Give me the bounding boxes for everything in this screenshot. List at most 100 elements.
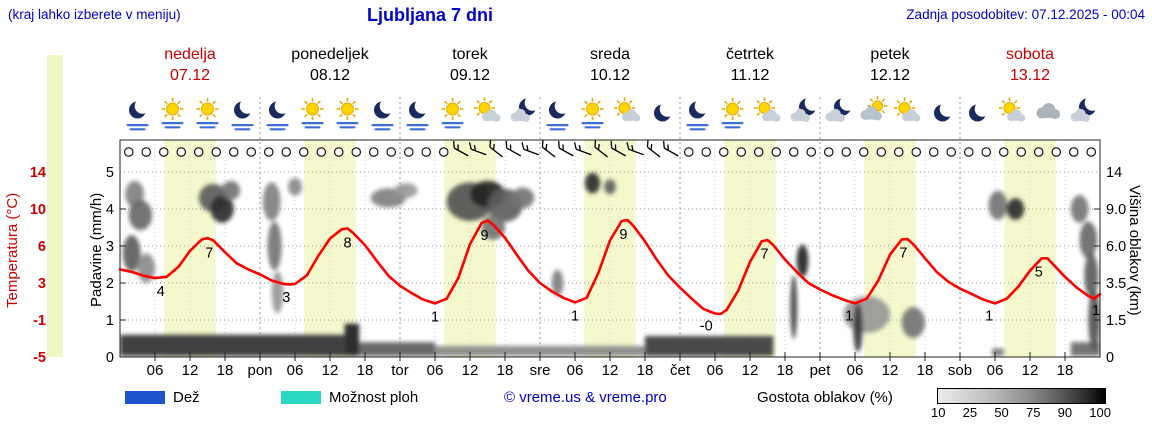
day-date: 08.12 bbox=[309, 67, 351, 84]
temp-value-label: 1 bbox=[571, 308, 579, 324]
temp-tick: 14 bbox=[30, 165, 46, 181]
wind-calm-circle bbox=[351, 147, 361, 157]
weather-icon-cloud-sun bbox=[860, 96, 888, 121]
copyright-link[interactable]: © vreme.us & vreme.pro bbox=[504, 389, 667, 406]
wind-calm-circle bbox=[963, 147, 974, 157]
cloud-blob bbox=[1006, 198, 1025, 220]
menu-hint: (kraj lahko izberete v meniju) bbox=[8, 7, 181, 22]
cloud-tick: 14 bbox=[1106, 165, 1122, 181]
precip-tick: 4 bbox=[106, 202, 114, 218]
cloud-blob bbox=[221, 180, 241, 201]
clouds-layer bbox=[122, 172, 1100, 353]
temp-tick: -1 bbox=[33, 313, 46, 329]
day-abbr-tick: sre bbox=[530, 362, 551, 379]
wind-barb bbox=[468, 142, 487, 156]
wind-barb bbox=[558, 140, 574, 157]
hour-tick: 06 bbox=[427, 362, 444, 379]
wind-calm-circle bbox=[788, 147, 799, 157]
weather-icon-moon-fog bbox=[266, 98, 291, 131]
temp-value-label: 7 bbox=[761, 246, 769, 262]
hour-tick: 12 bbox=[322, 362, 339, 379]
cloud-density-gradient bbox=[937, 388, 1106, 404]
hour-tick: 18 bbox=[777, 362, 794, 379]
precip-tick: 2 bbox=[106, 276, 114, 292]
wind-calm-circle bbox=[946, 147, 956, 157]
density-tick: 50 bbox=[994, 405, 1009, 420]
precip-axis-ticks: 5 4 3 2 1 0 bbox=[106, 165, 114, 366]
wind-calm-circle bbox=[1051, 147, 1062, 157]
cloud-axis-ticks: 14 9.0 6.0 3.5 1.5 0 bbox=[1106, 165, 1126, 366]
precip-tick: 0 bbox=[106, 350, 114, 366]
wind-barb bbox=[573, 142, 592, 156]
temp-value-label: 9 bbox=[619, 227, 627, 243]
page-title: Ljubljana 7 dni bbox=[366, 5, 493, 25]
wind-calm-circle bbox=[753, 147, 764, 157]
day-name: četrtek bbox=[725, 46, 774, 63]
hour-tick: 06 bbox=[847, 362, 864, 379]
temperature-curve bbox=[118, 218, 1102, 316]
weather-icon-moon-fog bbox=[686, 98, 711, 131]
weather-icons-row bbox=[126, 95, 1101, 131]
temp-value-label: 1 bbox=[985, 308, 993, 324]
cloud-density-ticks: 10 25 50 75 90 100 bbox=[931, 405, 1111, 420]
wind-symbols-row bbox=[124, 139, 1097, 158]
wind-barb bbox=[626, 142, 644, 156]
weather-icon-sun-fog bbox=[196, 98, 219, 129]
day-abbr-tick: sob bbox=[948, 362, 972, 379]
precip-tick: 5 bbox=[106, 165, 114, 181]
cloud-blob bbox=[288, 177, 302, 196]
cloud-blob bbox=[901, 307, 925, 338]
wind-calm-circle bbox=[683, 147, 694, 157]
temp-value-label: -0 bbox=[700, 319, 713, 335]
density-tick: 10 bbox=[931, 405, 946, 420]
day-name: nedelja bbox=[164, 46, 216, 63]
temp-tick: 10 bbox=[30, 202, 46, 218]
hour-tick: 18 bbox=[917, 362, 934, 379]
wind-barb bbox=[541, 139, 556, 158]
wind-calm-circle bbox=[981, 147, 991, 157]
wind-calm-circle bbox=[246, 147, 257, 157]
hour-tick: 18 bbox=[497, 362, 514, 379]
density-tick: 75 bbox=[1025, 405, 1041, 420]
day-header: ponedeljek 08.12 bbox=[260, 44, 400, 86]
wind-calm-circle bbox=[858, 147, 869, 157]
weather-icon-moon-fog bbox=[126, 98, 151, 131]
temp-value-label: 5 bbox=[1035, 264, 1043, 280]
wind-calm-circle bbox=[438, 147, 449, 157]
weather-icon-sun-cloud bbox=[474, 97, 501, 122]
temp-value-label: 1 bbox=[1092, 303, 1100, 319]
hour-tick: 12 bbox=[462, 362, 479, 379]
day-date: 11.12 bbox=[730, 67, 770, 84]
wind-calm-circle bbox=[316, 147, 326, 157]
weather-icon-sun-fog bbox=[721, 98, 744, 129]
weather-icon-sun-cloud bbox=[999, 97, 1026, 122]
temp-tick: -5 bbox=[33, 350, 46, 366]
day-header: sreda 10.12 bbox=[540, 44, 680, 86]
weather-icon-moon-fog bbox=[231, 98, 256, 131]
cloud-blob bbox=[853, 302, 863, 353]
hour-tick: 12 bbox=[742, 362, 759, 379]
weather-icon-moon-fog bbox=[371, 98, 396, 131]
wind-calm-circle bbox=[176, 147, 187, 157]
density-tick: 100 bbox=[1089, 405, 1111, 420]
day-name: torek bbox=[452, 46, 488, 63]
wind-barb bbox=[521, 142, 539, 156]
cloud-axis-title: Višina oblakov (km) bbox=[1126, 184, 1143, 316]
low-cloud-band bbox=[359, 342, 435, 356]
wind-barb bbox=[453, 140, 469, 157]
showers-legend-label: Možnost ploh bbox=[329, 389, 419, 406]
weather-icon-sun-fog bbox=[581, 98, 604, 129]
temperature-line bbox=[118, 218, 1102, 316]
weather-icon-cloud bbox=[1036, 103, 1061, 120]
day-abbr-tick: čet bbox=[670, 362, 691, 379]
weather-icon-sun-fog bbox=[441, 98, 464, 129]
wind-calm-circle bbox=[386, 147, 396, 157]
day-date: 09.12 bbox=[449, 67, 491, 84]
low-cloud-band bbox=[344, 323, 360, 356]
wind-calm-circle bbox=[736, 147, 746, 157]
wind-calm-circle bbox=[298, 147, 309, 157]
day-header: petek 12.12 bbox=[820, 44, 960, 86]
weather-icon-moon bbox=[654, 101, 676, 122]
day-abbr-tick: pet bbox=[810, 362, 832, 379]
weather-icon-moon-fog bbox=[406, 98, 431, 131]
